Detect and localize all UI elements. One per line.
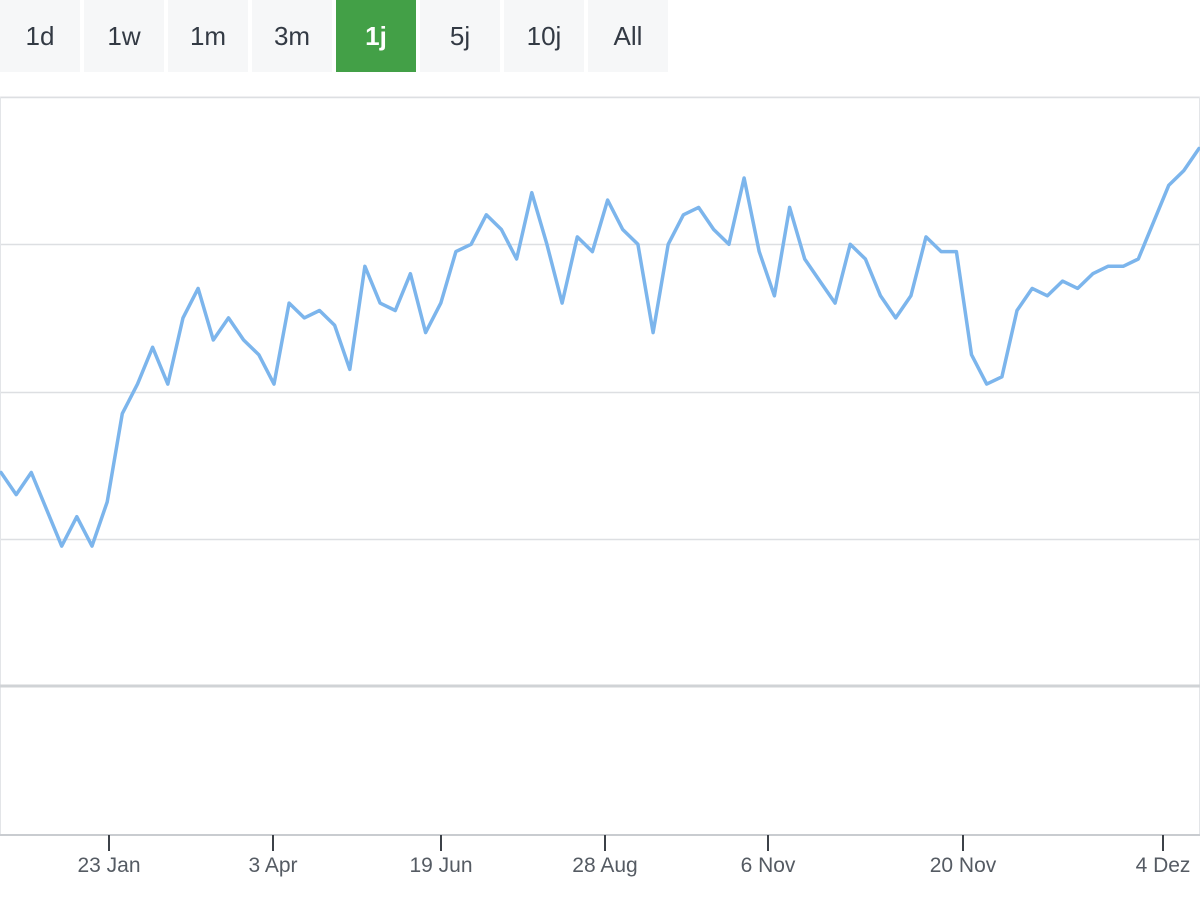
- x-tick-label: 4 Dez: [1136, 854, 1191, 877]
- range-button-10j[interactable]: 10j: [504, 0, 584, 72]
- plot-background: [0, 96, 1200, 836]
- x-tick-label: 6 Nov: [741, 854, 796, 877]
- range-button-5j[interactable]: 5j: [420, 0, 500, 72]
- range-selector: 1d 1w 1m 3m 1j 5j 10j All: [0, 0, 672, 72]
- range-button-all[interactable]: All: [588, 0, 668, 72]
- x-tick-label: 3 Apr: [248, 854, 297, 877]
- x-tick-label: 23 Jan: [77, 854, 140, 877]
- series-layer: [0, 146, 1200, 548]
- x-tick-label: 20 Nov: [930, 854, 997, 877]
- range-button-1d[interactable]: 1d: [0, 0, 80, 72]
- range-button-1w[interactable]: 1w: [84, 0, 164, 72]
- series-line: [0, 146, 1200, 548]
- x-tick-label: 28 Aug: [572, 854, 637, 877]
- x-axis: 23 Jan 3 Apr 19 Jun 28 Aug 6 Nov 20 Nov 4 Dez: [0, 834, 1200, 877]
- range-button-1j[interactable]: 1j: [336, 0, 416, 72]
- range-button-3m[interactable]: 3m: [252, 0, 332, 72]
- gridlines: [0, 96, 1200, 688]
- x-tick-label: 19 Jun: [409, 854, 472, 877]
- plot-frame: [0, 96, 1200, 836]
- range-button-1m[interactable]: 1m: [168, 0, 248, 72]
